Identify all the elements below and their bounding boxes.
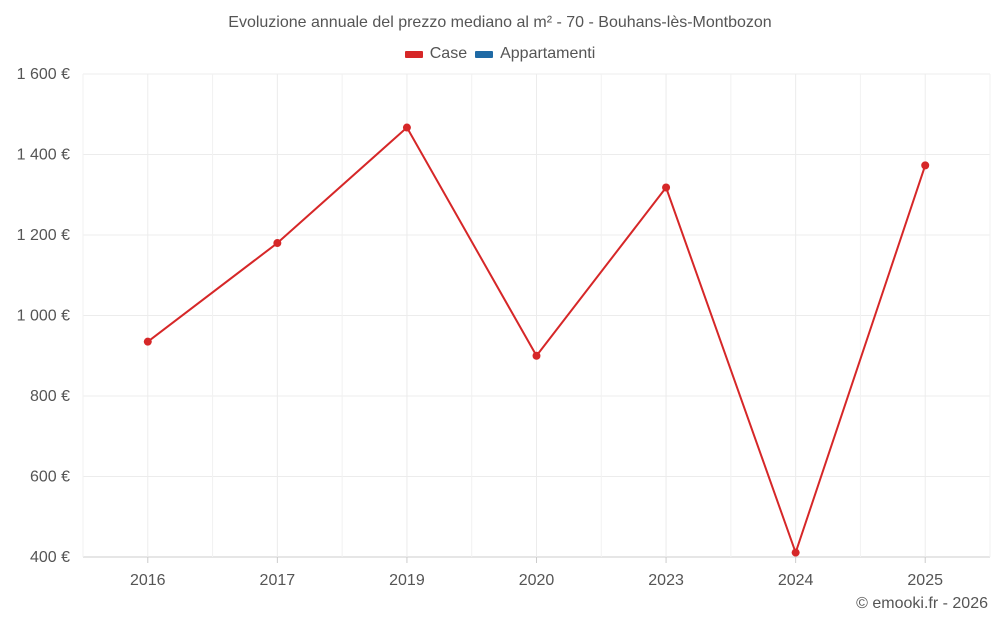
series-layer <box>143 123 930 557</box>
legend: Case Appartamenti <box>0 45 1000 63</box>
axis-layer: 1 600 € 1 400 € 1 200 € 1 000 € 800 € 600 € 40… <box>17 66 944 589</box>
x-tick-label: 2024 <box>778 572 814 589</box>
y-tick-label: 1 000 € <box>17 308 70 325</box>
legend-label-case: Case <box>429 45 468 62</box>
y-tick-label: 400 € <box>30 549 70 566</box>
x-tick-label: 2016 <box>130 572 166 589</box>
x-tick-label: 2025 <box>907 572 943 589</box>
data-point[interactable] <box>791 548 800 557</box>
data-point[interactable] <box>921 161 930 170</box>
y-tick-label: 1 400 € <box>17 147 70 164</box>
grid-layer <box>82 73 991 558</box>
data-point[interactable] <box>662 183 671 192</box>
x-tick-label: 2019 <box>389 572 425 589</box>
y-tick-label: 1 600 € <box>17 66 70 83</box>
data-point[interactable] <box>143 337 152 346</box>
legend-item-appartamenti[interactable]: Appartamenti <box>475 45 595 63</box>
x-tick-label: 2023 <box>648 572 684 589</box>
data-point[interactable] <box>273 239 282 248</box>
legend-label-appartamenti: Appartamenti <box>500 45 596 62</box>
legend-item-case[interactable]: Case <box>404 45 468 63</box>
data-point[interactable] <box>402 123 411 132</box>
copyright-text: © emooki.fr - 2026 <box>856 595 988 612</box>
legend-swatch-case <box>404 50 423 58</box>
y-tick-label: 800 € <box>30 388 70 405</box>
y-tick-label: 600 € <box>30 469 70 486</box>
data-point[interactable] <box>532 351 541 360</box>
chart-title: Evoluzione annuale del prezzo mediano al… <box>228 14 772 31</box>
y-tick-label: 1 200 € <box>17 227 70 244</box>
x-tick-label: 2017 <box>260 572 296 589</box>
legend-swatch-appartamenti <box>475 50 494 58</box>
x-tick-label: 2020 <box>519 572 555 589</box>
